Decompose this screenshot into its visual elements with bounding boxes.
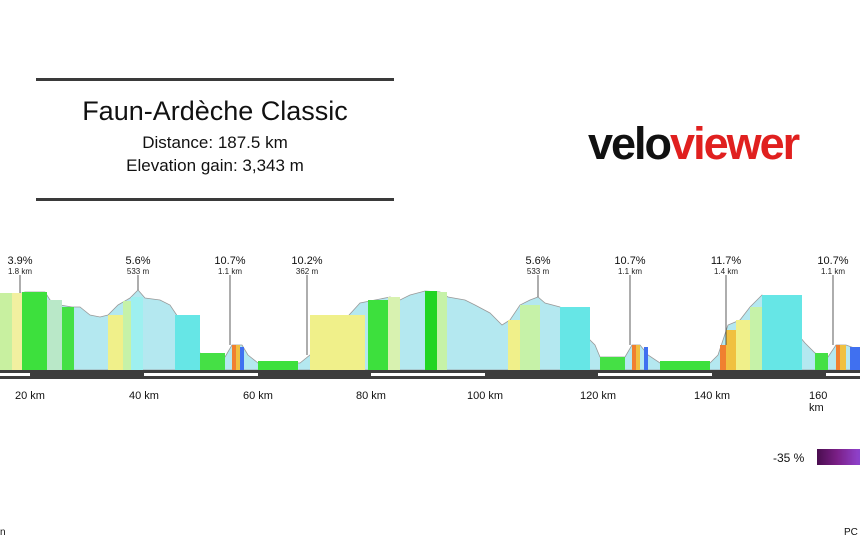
veloviewer-logo: veloviewer [588,118,800,170]
legend-color-scale [817,449,860,465]
distance-bar-markers [0,373,860,376]
route-title-box: Faun-Ardèche Classic Distance: 187.5 km … [36,78,394,201]
footer-left-text: n [0,527,6,538]
title-top-rule [36,78,394,81]
climb-label: 10.7% 1.1 km [817,255,849,276]
climb-label: 5.6% 533 m [125,255,151,276]
gradient-legend: -35 % [773,449,860,467]
x-axis-label: 140 km [693,390,731,402]
x-axis-label: 100 km [466,390,504,402]
x-axis-label: 120 km [579,390,617,402]
route-distance: Distance: 187.5 km [142,133,288,152]
logo-viewer: viewer [670,118,800,169]
climb-label: 10.2% 362 m [291,255,323,276]
route-elevation-gain: Elevation gain: 3,343 m [126,156,304,175]
climb-label: 10.7% 1.1 km [614,255,646,276]
footer-right-text: PC [844,527,858,538]
x-axis-label: 20 km [15,390,45,402]
elevation-profile [0,275,860,379]
title-bottom-rule [36,198,394,201]
climb-label: 10.7% 1.1 km [214,255,246,276]
x-axis-label: 40 km [129,390,159,402]
climb-markers [19,275,834,355]
x-axis-label: 60 km [243,390,273,402]
climb-label: 5.6% 533 m [525,255,551,276]
climb-label: 11.7% 1.4 km [710,255,742,276]
legend-min-label: -35 % [773,451,805,465]
x-axis-label: 80 km [356,390,386,402]
x-axis-label: 160 km [809,390,828,414]
profile-segments [0,289,860,371]
logo-velo: velo [588,118,672,169]
climb-label: 3.9% 1.8 km [7,255,33,276]
route-title: Faun-Ardèche Classic [82,96,348,126]
